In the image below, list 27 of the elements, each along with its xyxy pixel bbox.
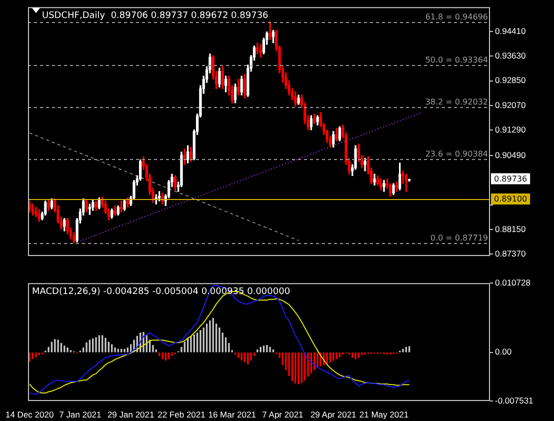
y-tick-label: 0.87370 <box>495 248 526 258</box>
x-tick-label: 29 Jan 2021 <box>107 409 155 420</box>
x-tick-label: 7 Jan 2021 <box>59 409 102 420</box>
ref-line-label: 0.0 = 0.87719 <box>430 234 488 243</box>
ref-line-label: 0.89100 <box>494 194 528 204</box>
y-tick-label: 0.91290 <box>495 124 526 134</box>
text: 0.89736 <box>494 174 528 184</box>
y-tick-label: 0.88150 <box>495 224 526 234</box>
chart-title: USDCHF,Daily 0.89706 0.89737 0.89672 0.89736 <box>42 10 269 21</box>
x-tick-label: 16 Mar 2021 <box>208 409 256 420</box>
x-tick-label: 21 May 2021 <box>359 409 409 420</box>
x-tick-label: 14 Dec 2020 <box>5 409 54 420</box>
ref-line-label: 38.2 = 0.92032 <box>425 98 488 107</box>
y-tick-label: 0.92070 <box>495 100 526 110</box>
ref-line-label: 50.0 = 0.93364 <box>425 56 488 65</box>
x-tick-label: 22 Feb 2021 <box>158 409 206 420</box>
y-tick-label: -0.007531 <box>495 395 534 406</box>
y-tick-label: 0.92850 <box>495 75 526 86</box>
y-tick-label: 0.00 <box>495 346 512 357</box>
y-tick-label: 0.94410 <box>495 26 526 36</box>
ref-line-label: 23.6 = 0.90384 <box>425 150 488 159</box>
x-tick-label: 29 Apr 2021 <box>310 409 357 420</box>
ref-line-label: 61.8 = 0.94696 <box>425 12 488 22</box>
x-tick-label: 7 Apr 2021 <box>262 409 304 420</box>
y-tick-label: 0.90490 <box>495 150 526 160</box>
y-tick-label: 0.93630 <box>495 50 526 60</box>
y-tick-label: 0.010728 <box>495 277 531 288</box>
